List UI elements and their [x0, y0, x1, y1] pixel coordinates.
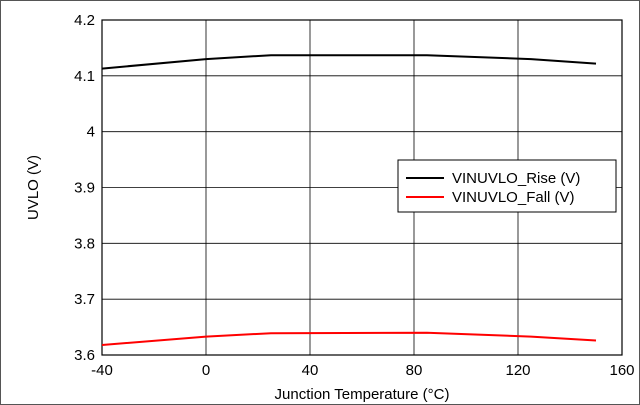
legend-box [397, 159, 617, 213]
x-tick-label: 120 [505, 362, 530, 379]
series-group [101, 54, 597, 346]
x-tick-label: -40 [91, 362, 113, 379]
x-axis-label: Junction Temperature (°C) [275, 386, 450, 403]
x-tick-labels: -40 0 40 80 120 160 [91, 362, 634, 379]
y-tick-label: 4.2 [74, 12, 95, 29]
y-axis-label: UVLO (V) [25, 155, 42, 220]
y-tick-label: 4.1 [74, 68, 95, 85]
x-tick-label: 160 [609, 362, 634, 379]
y-tick-label: 3.9 [74, 180, 95, 197]
x-tick-label: 40 [302, 362, 319, 379]
series-line-fall [101, 331, 597, 346]
legend-label-fall: VINUVLO_Fall (V) [452, 189, 575, 206]
x-tick-label: 80 [406, 362, 423, 379]
legend: VINUVLO_Rise (V) VINUVLO_Fall (V) [397, 159, 617, 213]
series-line-rise [101, 54, 597, 70]
plot-area-border [101, 19, 623, 356]
y-tick-labels: 3.6 3.7 3.8 3.9 4 4.1 4.2 [74, 12, 95, 364]
legend-label-rise: VINUVLO_Rise (V) [452, 170, 580, 187]
y-tick-label: 3.7 [74, 291, 95, 308]
y-tick-label: 3.6 [74, 347, 95, 364]
y-tick-label: 4 [87, 124, 95, 141]
y-tick-label: 3.8 [74, 235, 95, 252]
x-tick-label: 0 [202, 362, 210, 379]
